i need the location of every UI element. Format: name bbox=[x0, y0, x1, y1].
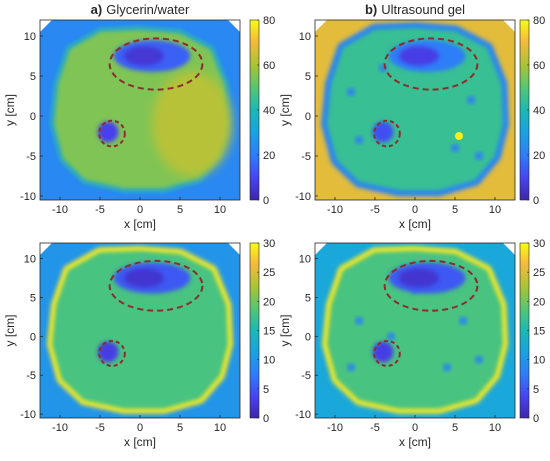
x-tick-label: 5 bbox=[177, 422, 183, 434]
inclusion-small bbox=[372, 121, 394, 143]
colorbar-tick-label: 30 bbox=[263, 238, 275, 250]
outline-large bbox=[383, 259, 479, 312]
colorbar-tick-label: 25 bbox=[263, 267, 275, 279]
y-tick-label: -5 bbox=[301, 370, 311, 382]
colorbar-tick-label: 20 bbox=[263, 296, 275, 308]
colorbar-tick-label: 0 bbox=[533, 413, 539, 425]
y-tick-label: 0 bbox=[30, 331, 36, 343]
colorbar-tick-label: 20 bbox=[263, 150, 275, 162]
inclusion-small bbox=[372, 341, 394, 363]
outline-large bbox=[108, 259, 204, 312]
outline-small bbox=[98, 119, 126, 148]
colorbar-tick-label: 25 bbox=[533, 267, 545, 279]
body-region bbox=[327, 250, 503, 409]
y-tick-label: -5 bbox=[26, 151, 36, 163]
colorbar-tick-label: 80 bbox=[533, 15, 545, 27]
y-tick-label: 0 bbox=[305, 111, 311, 123]
x-axis-label: x [cm] bbox=[399, 217, 431, 231]
colorbar-tick-label: 30 bbox=[533, 238, 545, 250]
x-tick-label: 0 bbox=[137, 422, 143, 434]
x-axis-label: x [cm] bbox=[124, 217, 156, 231]
y-tick-label: 10 bbox=[299, 31, 311, 43]
x-tick-label: 10 bbox=[489, 204, 501, 216]
panel-1: -10 -5 0 5 10 10 5 0 -5 -10 x [cm] y [cm] a) Glycerin… bbox=[3, 2, 275, 231]
y-tick-label: -5 bbox=[26, 370, 36, 382]
x-tick-label: -5 bbox=[95, 204, 105, 216]
y-tick-label: 5 bbox=[305, 71, 311, 83]
body-region bbox=[327, 28, 503, 191]
panel-4: -10 -5 0 5 10 10 5 0 -5 -10 x [cm] y [cm] 30 25 20 15 10… bbox=[278, 238, 545, 449]
heatmap-area bbox=[40, 243, 240, 418]
x-axis-label: x [cm] bbox=[399, 435, 431, 449]
panel-2: -10 -5 0 5 10 10 5 0 -5 -10 x [cm] y [cm] b) Ultrasou… bbox=[278, 2, 545, 231]
y-tick-label: 5 bbox=[30, 71, 36, 83]
x-tick-label: 0 bbox=[412, 422, 418, 434]
colorbar-tick-label: 15 bbox=[263, 326, 275, 338]
y-tick-label: -10 bbox=[20, 409, 36, 421]
x-tick-label: 10 bbox=[214, 422, 226, 434]
y-tick-label: 5 bbox=[30, 292, 36, 304]
y-tick-label: -5 bbox=[301, 151, 311, 163]
y-tick-label: 0 bbox=[30, 111, 36, 123]
y-axis-label: y [cm] bbox=[3, 315, 17, 347]
colorbar-tick-label: 10 bbox=[533, 355, 545, 367]
outline-small bbox=[98, 340, 126, 367]
x-tick-label: 5 bbox=[452, 204, 458, 216]
y-tick-label: 5 bbox=[305, 292, 311, 304]
colorbar-tick-label: 0 bbox=[263, 195, 269, 207]
panel-title: a) Glycerin/water bbox=[91, 2, 190, 17]
x-tick-label: 10 bbox=[489, 422, 501, 434]
inclusion-small bbox=[97, 121, 119, 143]
x-tick-label: 0 bbox=[137, 204, 143, 216]
y-axis-label: y [cm] bbox=[278, 94, 292, 126]
inclusion-small bbox=[97, 341, 119, 363]
y-tick-label: 10 bbox=[299, 254, 311, 266]
colorbar-tick-label: 20 bbox=[533, 296, 545, 308]
x-tick-label: -5 bbox=[95, 422, 105, 434]
colorbar-tick-label: 5 bbox=[533, 384, 539, 396]
colorbar-tick-label: 5 bbox=[263, 384, 269, 396]
outline-small bbox=[373, 119, 401, 148]
colorbar-tick-label: 60 bbox=[533, 60, 545, 72]
y-tick-label: 10 bbox=[24, 31, 36, 43]
outline-large bbox=[108, 37, 204, 91]
x-tick-label: -10 bbox=[52, 204, 68, 216]
x-tick-label: -10 bbox=[327, 422, 343, 434]
colorbar-tick-label: 20 bbox=[533, 150, 545, 162]
y-tick-label: -10 bbox=[295, 191, 311, 203]
x-axis-label: x [cm] bbox=[124, 435, 156, 449]
y-axis-label: y [cm] bbox=[278, 315, 292, 347]
panel-title: b) Ultrasound gel bbox=[365, 2, 465, 17]
y-tick-label: 10 bbox=[24, 254, 36, 266]
x-tick-label: 0 bbox=[412, 204, 418, 216]
y-tick-label: 0 bbox=[305, 331, 311, 343]
colorbar-tick-label: 60 bbox=[263, 60, 275, 72]
outline-small bbox=[373, 340, 401, 367]
y-tick-label: -10 bbox=[20, 191, 36, 203]
y-tick-label: -10 bbox=[295, 409, 311, 421]
outline-large bbox=[383, 37, 479, 91]
colorbar-tick-label: 0 bbox=[263, 413, 269, 425]
y-axis-label: y [cm] bbox=[3, 94, 17, 126]
x-tick-label: 5 bbox=[452, 422, 458, 434]
colorbar-tick-label: 40 bbox=[533, 105, 545, 117]
colorbar-tick-label: 80 bbox=[263, 15, 275, 27]
heatmap-area bbox=[40, 20, 240, 200]
panel-3: -10 -5 0 5 10 10 5 0 -5 -10 x [cm] y [cm] 30 25 20 15 10… bbox=[3, 238, 275, 449]
heatmap-area bbox=[315, 243, 515, 418]
x-tick-label: -10 bbox=[52, 422, 68, 434]
x-tick-label: -5 bbox=[370, 422, 380, 434]
body-region bbox=[52, 250, 228, 409]
x-tick-label: 5 bbox=[177, 204, 183, 216]
heatmap-area bbox=[315, 20, 515, 200]
colorbar-tick-label: 15 bbox=[533, 326, 545, 338]
x-tick-label: -5 bbox=[370, 204, 380, 216]
colorbar-tick-label: 10 bbox=[263, 355, 275, 367]
colorbar-tick-label: 0 bbox=[533, 195, 539, 207]
x-tick-label: -10 bbox=[327, 204, 343, 216]
colorbar-tick-label: 40 bbox=[263, 105, 275, 117]
x-tick-label: 10 bbox=[214, 204, 226, 216]
